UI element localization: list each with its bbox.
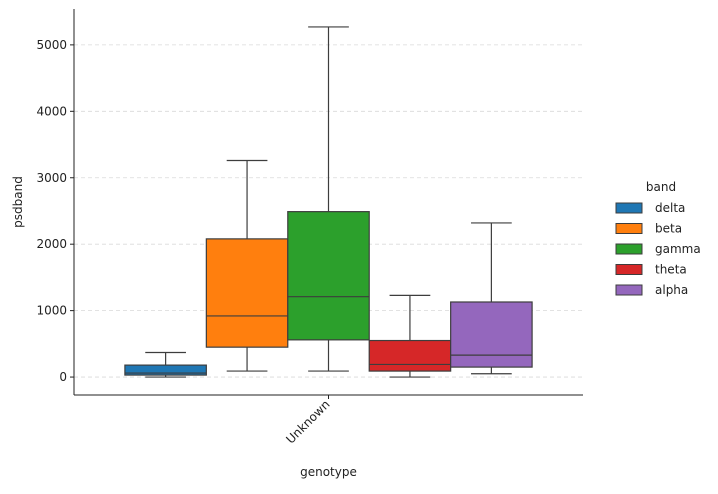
legend-swatch xyxy=(615,243,643,255)
legend-swatch xyxy=(615,202,643,214)
box-iqr xyxy=(124,364,207,376)
box-delta xyxy=(124,351,207,378)
x-ticks: Unknown xyxy=(283,395,333,447)
legend-label: beta xyxy=(655,222,682,236)
legend-item-theta: theta xyxy=(615,263,687,277)
box-theta xyxy=(368,294,452,378)
box-beta xyxy=(205,159,289,372)
legend-title: band xyxy=(646,180,676,194)
y-ticks: 0 1000 2000 3000 4000 5000 xyxy=(36,38,74,384)
y-tick-label: 5000 xyxy=(36,38,67,52)
legend-swatch xyxy=(615,223,643,234)
legend-swatch xyxy=(615,264,643,275)
legend: band delta beta gamma theta alpha xyxy=(615,180,701,297)
legend-item-alpha: alpha xyxy=(615,283,688,297)
box-iqr xyxy=(287,211,370,341)
y-tick-label: 4000 xyxy=(36,104,67,118)
legend-label: gamma xyxy=(655,242,701,256)
box-gamma xyxy=(287,26,370,372)
y-tick-label: 1000 xyxy=(36,304,67,318)
box-iqr xyxy=(450,301,533,368)
legend-label: alpha xyxy=(655,283,688,297)
y-axis-label: psdband xyxy=(11,176,25,228)
box-iqr xyxy=(368,339,452,372)
y-tick-label: 0 xyxy=(59,370,67,384)
y-tick-label: 3000 xyxy=(36,171,67,185)
legend-label: theta xyxy=(655,263,687,277)
box-group xyxy=(124,26,533,378)
x-tick-label: Unknown xyxy=(283,397,332,446)
legend-item-gamma: gamma xyxy=(615,242,701,256)
x-axis-label: genotype xyxy=(300,465,357,479)
box-alpha xyxy=(450,222,533,375)
legend-item-delta: delta xyxy=(615,201,685,215)
legend-swatch xyxy=(615,284,643,296)
legend-item-beta: beta xyxy=(615,222,682,236)
box-iqr xyxy=(205,238,289,348)
legend-label: delta xyxy=(655,201,685,215)
y-tick-label: 2000 xyxy=(36,237,67,251)
